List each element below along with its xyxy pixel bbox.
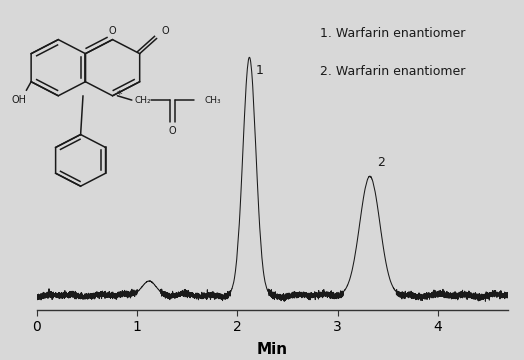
Text: OH: OH <box>12 95 27 105</box>
X-axis label: Min: Min <box>257 342 288 357</box>
Text: 2. Warfarin enantiomer: 2. Warfarin enantiomer <box>320 65 465 78</box>
Text: O: O <box>109 26 116 36</box>
Text: CH₂: CH₂ <box>134 95 151 104</box>
Text: *: * <box>116 90 122 100</box>
Text: 1: 1 <box>255 64 263 77</box>
Text: 2: 2 <box>377 156 385 169</box>
Text: O: O <box>169 126 177 136</box>
Text: O: O <box>161 26 169 36</box>
Text: 1. Warfarin enantiomer: 1. Warfarin enantiomer <box>320 27 465 40</box>
Text: CH₃: CH₃ <box>204 95 221 104</box>
